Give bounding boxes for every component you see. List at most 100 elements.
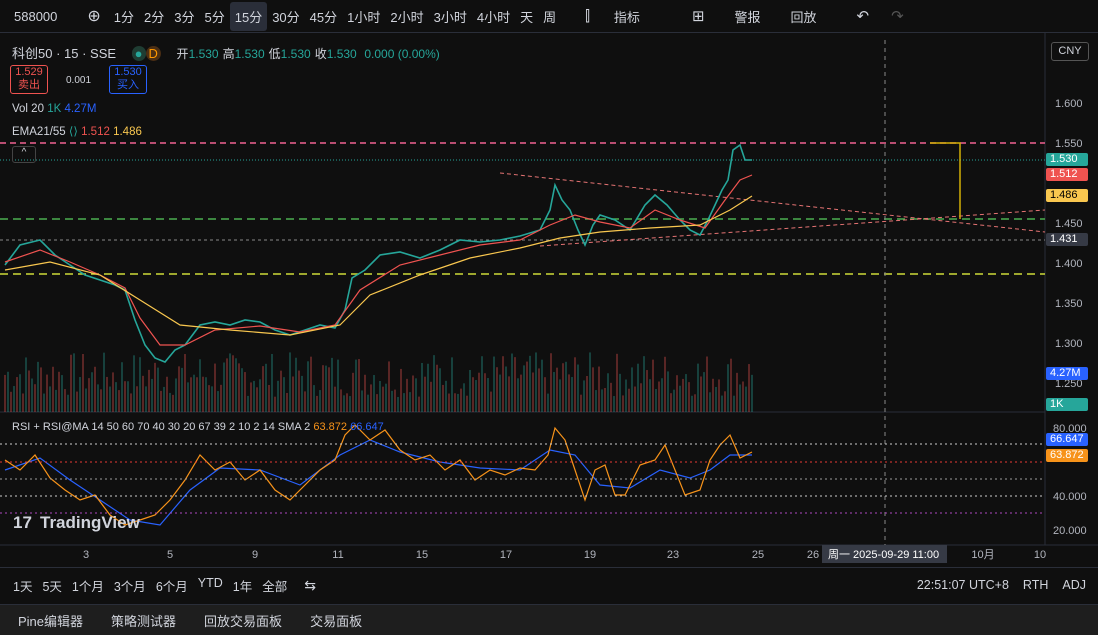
indicators[interactable]: 指标	[613, 9, 640, 25]
volume-bar	[211, 386, 213, 412]
volume-bar	[40, 367, 42, 412]
volume-bar	[466, 395, 468, 412]
adj[interactable]: ADJ	[1062, 578, 1086, 592]
range[interactable]: 5天	[42, 579, 62, 594]
volume-bar	[553, 372, 555, 412]
buy-button[interactable]: 1.530 买入	[109, 65, 147, 94]
redo[interactable]: ↷	[891, 8, 904, 25]
volume-bar	[715, 386, 717, 412]
volume-bar	[343, 395, 345, 412]
panel-tab[interactable]: 策略测试器	[111, 614, 177, 629]
interval[interactable]: 15分	[229, 1, 268, 31]
volume-bar	[370, 384, 372, 412]
interval[interactable]: 1分	[113, 9, 135, 25]
volume-bar	[742, 381, 744, 412]
volume-bar	[367, 394, 369, 412]
volume-bar	[301, 375, 303, 412]
interval[interactable]: 30分	[272, 9, 300, 25]
time-label: 11	[332, 549, 343, 561]
currency[interactable]: CNY	[1051, 42, 1089, 61]
symbol[interactable]: 588000	[14, 8, 58, 24]
time-label: 17	[500, 549, 512, 561]
volume-bar	[502, 356, 504, 412]
range[interactable]: 1年	[232, 579, 253, 594]
change: 0.000 (0.00%)	[364, 47, 440, 61]
volume-bar	[355, 359, 357, 412]
interval[interactable]: 3分	[174, 9, 195, 25]
volume-bar	[379, 380, 381, 412]
price-label: 1.400	[1055, 258, 1083, 270]
volume-bar	[241, 368, 243, 412]
chart-type[interactable]: ⫿	[585, 7, 590, 25]
range[interactable]: 1个月	[71, 579, 104, 594]
volume-bar	[256, 387, 258, 412]
volume-bar	[562, 363, 564, 412]
volume-bar	[409, 392, 411, 412]
volume-bar	[652, 359, 654, 412]
volume-bar	[304, 391, 306, 412]
volume-bar	[364, 374, 366, 412]
volume-bar	[118, 390, 120, 412]
range[interactable]: 全部	[262, 579, 288, 594]
sell-button[interactable]: 1.529 卖出	[10, 65, 48, 94]
replay[interactable]: 回放	[790, 9, 817, 25]
interval[interactable]: 1小时	[347, 9, 381, 25]
volume-bar	[400, 368, 402, 412]
interval[interactable]: 天	[520, 9, 534, 25]
rsi-label: 40.000	[1053, 491, 1087, 503]
price-badge: 1.512	[1046, 168, 1088, 181]
add-symbol[interactable]: ⊕	[87, 8, 101, 25]
rsi-axis: 80.000 40.000 20.000	[1053, 423, 1087, 537]
ohlc-value: 1.530	[326, 47, 357, 61]
undo[interactable]: ↶	[856, 8, 870, 25]
volume-bar	[481, 356, 483, 412]
volume-bar	[550, 353, 552, 412]
interval[interactable]: 2分	[144, 9, 165, 25]
ohlc-label: 开	[176, 47, 189, 61]
panel-tab[interactable]: 回放交易面板	[204, 614, 283, 629]
volume-bar	[460, 388, 462, 412]
interval[interactable]: 2小时	[390, 9, 424, 25]
volume-bar	[544, 377, 546, 412]
date-range[interactable]: ⇆	[304, 576, 316, 593]
ema-name: EMA21/55	[12, 126, 66, 138]
interval[interactable]: 4小时	[476, 9, 511, 25]
panel-tab[interactable]: Pine编辑器	[18, 614, 84, 629]
range[interactable]: 1天	[13, 579, 33, 594]
range[interactable]: YTD	[197, 575, 223, 590]
volume-bar	[190, 377, 192, 412]
volume-bar	[169, 392, 171, 412]
volume-bar	[694, 394, 696, 412]
volume-bar	[691, 395, 693, 412]
volume-bar	[283, 377, 285, 412]
volume-bar	[493, 356, 495, 412]
panel-tab[interactable]: 交易面板	[310, 614, 363, 629]
ohlc-label: 低	[268, 47, 281, 61]
volume-bar	[340, 389, 342, 412]
volume-bar	[184, 354, 186, 412]
range[interactable]: 6个月	[155, 579, 188, 594]
collapse[interactable]: ^	[12, 146, 36, 163]
interval[interactable]: 5分	[204, 9, 225, 25]
volume-bar	[373, 375, 375, 412]
volume-bar	[130, 393, 132, 412]
volume-bar	[619, 373, 621, 412]
volume-bar	[748, 364, 750, 412]
volume-bar	[250, 382, 252, 412]
interval[interactable]: 周	[543, 9, 557, 25]
interval[interactable]: 45分	[309, 9, 338, 25]
interval[interactable]: 3小时	[433, 9, 467, 25]
volume-bar	[223, 362, 225, 412]
volume-bar	[655, 388, 657, 412]
chart-canvas: 1.600 1.550 1.450 1.400 1.350 1.300 1.250 80.0…	[0, 33, 1098, 563]
volume-bar	[433, 355, 435, 412]
layouts[interactable]: ⊞	[691, 8, 705, 25]
alert[interactable]: 警报	[734, 9, 761, 25]
volume-bar	[82, 353, 84, 412]
volume-bar	[541, 359, 543, 412]
range[interactable]: 3个月	[113, 579, 146, 594]
volume-bar	[280, 370, 282, 412]
time-label: 10	[1034, 549, 1046, 561]
rth[interactable]: RTH	[1022, 578, 1049, 592]
ohlc: 开1.530 高1.530 低1.530 收1.530	[177, 47, 361, 61]
